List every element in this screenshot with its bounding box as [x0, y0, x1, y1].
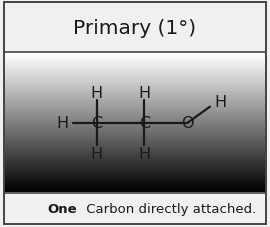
Text: H: H [138, 85, 150, 100]
Text: Primary (1°): Primary (1°) [73, 18, 197, 37]
Text: One: One [48, 202, 77, 215]
Text: O: O [181, 116, 194, 131]
Text: C: C [91, 116, 102, 131]
Text: H: H [91, 146, 103, 161]
Text: C: C [139, 116, 150, 131]
Text: H: H [214, 94, 227, 109]
Text: H: H [91, 85, 103, 100]
Text: Carbon directly attached.: Carbon directly attached. [82, 202, 257, 215]
Text: H: H [138, 146, 150, 161]
Text: H: H [57, 116, 69, 131]
